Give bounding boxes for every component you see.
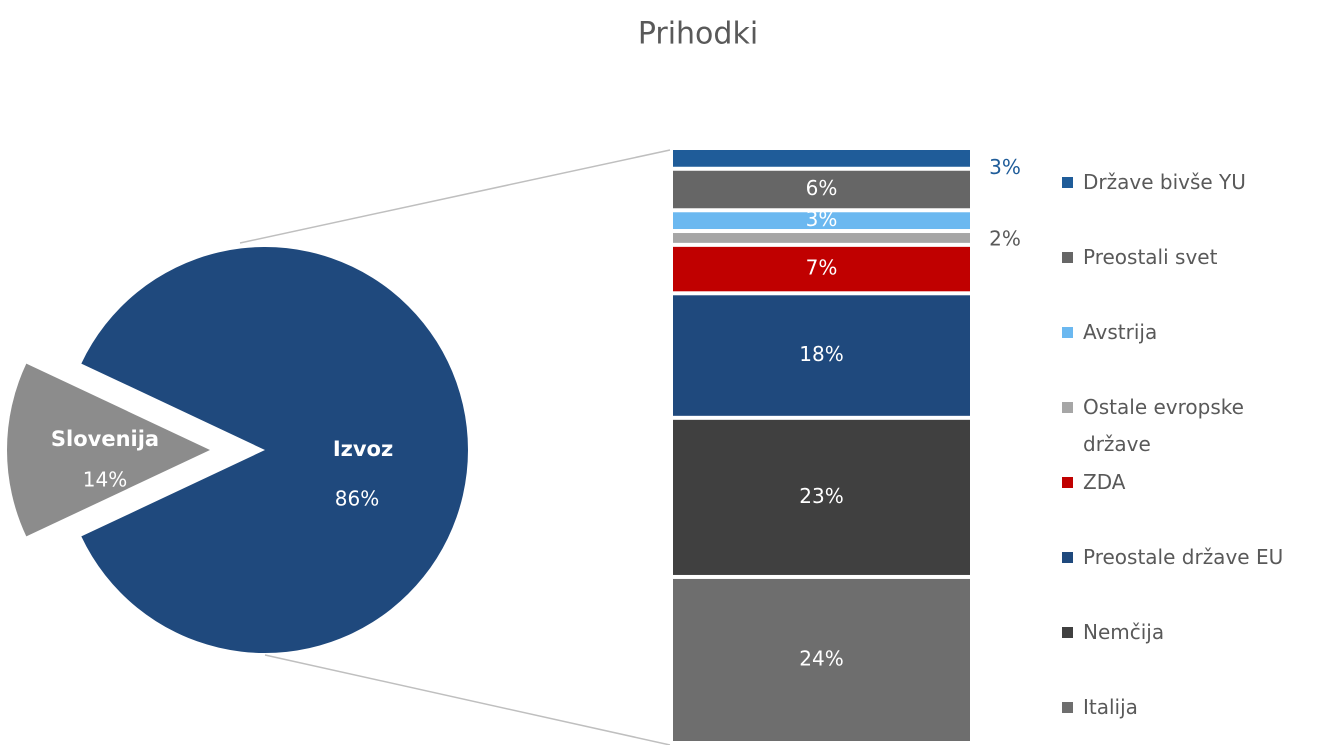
legend-swatch: [1062, 326, 1073, 338]
legend-item: Preostali svet: [1062, 239, 1302, 276]
chart-title: Prihodki: [638, 17, 758, 52]
bar-value-label: 3%: [806, 207, 838, 231]
legend-label: Nemčija: [1083, 620, 1165, 645]
pie-label: Izvoz: [333, 437, 393, 461]
legend-item: Avstrija: [1062, 314, 1302, 351]
bar-segment: [673, 246, 970, 292]
legend-label: Ostale evropske države: [1083, 394, 1244, 456]
legend-item: Države bivše YU: [1062, 164, 1302, 201]
bar-value-label: 6%: [806, 176, 838, 200]
pie-label: Slovenija: [51, 427, 159, 451]
bar-segment: [673, 419, 970, 575]
legend-swatch: [1062, 627, 1073, 639]
bar-value-label: 23%: [799, 484, 843, 508]
legend-label: ZDA: [1083, 469, 1126, 494]
legend-label: Preostale države EU: [1083, 545, 1284, 569]
legend-item: Preostale države EU: [1062, 539, 1302, 576]
legend-swatch: [1062, 476, 1073, 488]
bar-segment: [673, 233, 970, 243]
legend-swatch: [1062, 176, 1073, 188]
legend-label: Preostali svet: [1083, 244, 1218, 269]
bar-value-label: 7%: [806, 256, 838, 280]
legend-swatch: [1062, 702, 1073, 714]
bar-value-label: 2%: [989, 226, 1021, 250]
pie-slice: [81, 246, 469, 653]
bar-value-label: 3%: [989, 155, 1021, 179]
legend-item: Italija: [1062, 689, 1302, 726]
legend-label: Italija: [1083, 695, 1138, 720]
legend-label: Avstrija: [1083, 319, 1158, 344]
pie-value-label: 86%: [335, 487, 379, 511]
legend-label: Države bivše YU: [1083, 169, 1246, 194]
legend-swatch: [1062, 251, 1073, 263]
bar-value-label: 18%: [799, 342, 843, 366]
connector-line: [264, 654, 671, 745]
legend-swatch: [1062, 552, 1073, 563]
bar-segment: [673, 295, 970, 416]
pie-slice: [7, 363, 210, 537]
bar-segment: [673, 170, 970, 209]
pie-value-label: 14%: [83, 468, 127, 492]
legend-item: Ostale evropske države: [1062, 389, 1302, 463]
connector-line: [239, 149, 671, 244]
legend-swatch: [1062, 401, 1073, 413]
legend-item: Nemčija: [1062, 614, 1302, 651]
legend-item: ZDA: [1062, 464, 1302, 501]
bar-segment: [673, 578, 970, 741]
bar-segment: [673, 150, 970, 167]
bar-value-label: 24%: [799, 646, 843, 670]
bar-segment: [673, 212, 970, 230]
